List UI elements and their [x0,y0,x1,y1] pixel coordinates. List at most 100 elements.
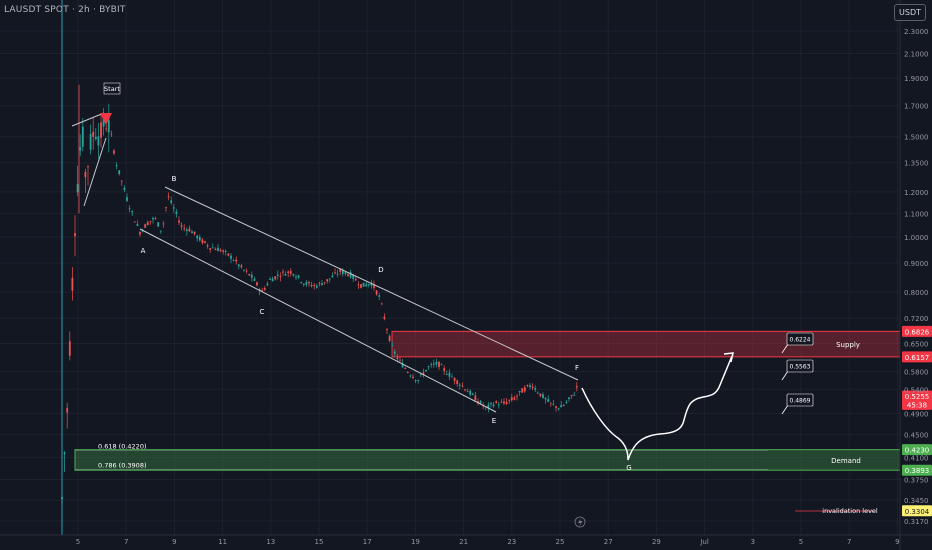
y-tick-label: 1.3500 [904,160,929,168]
price-label-demand [902,444,932,456]
candle-body [66,408,69,413]
candle-body [326,279,329,282]
lightning-bolt-icon [578,518,583,527]
candle-body [144,224,147,228]
projection-arrowhead [723,352,734,363]
candle-body [92,131,95,137]
candle-body [500,401,503,403]
candle-body [243,269,245,271]
price-label-last [902,390,932,402]
candle-body [198,237,201,241]
candle-body [131,211,134,213]
price-label-countdown [902,398,932,410]
projection-path [581,355,733,461]
price-label-text: 0.3893 [905,467,930,475]
candle-body [94,136,97,140]
y-tick-label: 0.8000 [904,289,929,297]
candle-body [443,368,446,371]
y-tick-label: 0.3750 [904,476,929,484]
candle-body [206,245,209,247]
candle-body [68,341,71,356]
candle-body [310,285,313,287]
candle-body [165,207,167,209]
price-axis[interactable]: 2.3000 2.1000 1.9000 1.7000 1.5000 1.3500 1.20… [899,0,929,550]
candle-body [503,401,505,404]
candle-body [115,165,118,167]
candle-body [490,402,492,405]
candle-body [282,271,284,273]
candle-body [464,389,466,391]
candle-body [227,253,230,256]
candle-body [414,380,417,381]
candle-body [560,405,563,408]
y-tick-label: 0.3450 [904,497,929,505]
target-box [786,393,814,407]
candle-body [81,126,84,147]
candle-body [191,231,193,234]
candle-body [269,279,271,280]
price-label-text: 0.3304 [905,508,930,516]
candle-body [79,147,82,151]
price-label-text: 0.5255 [905,393,930,401]
candle-body [469,390,472,395]
candle-body [300,282,303,283]
candle-body [466,391,469,393]
target-label: 0.4869 [790,398,811,405]
wave-label-a: A [141,247,146,255]
x-tick-label: 13 [266,538,275,546]
candle-body [162,223,165,225]
x-tick-label: 9 [172,538,176,546]
candle-body [347,274,349,276]
candle-body [510,397,513,401]
candle-body [209,248,212,250]
candle-body [157,222,160,227]
candle-body [237,264,240,267]
wave-label-g: G [626,464,631,472]
candle-body [549,402,552,404]
candle-body [404,368,407,370]
grid-layer [0,0,900,535]
currency-button[interactable]: USDT [894,4,926,21]
candle-body [222,250,225,252]
candle-body [396,357,399,360]
y-tick-label: 0.4100 [904,454,929,462]
x-tick-label: 25 [556,538,565,546]
x-tick-label: 11 [218,538,227,546]
candle-body [71,277,74,291]
candle-body [276,274,279,276]
candle-body [274,276,277,280]
candle-body [328,278,331,280]
demand-zone-box [74,449,901,471]
candle-body [118,170,121,174]
candle-body [97,136,100,146]
wedge-line-top [71,112,105,127]
candle-body [425,370,427,372]
candle-body [263,288,266,290]
candle-body [305,281,308,285]
candle-body [74,233,76,237]
candle-body [412,376,414,379]
candle-body [516,395,518,397]
candle-body [336,273,339,275]
candle-body [170,200,173,204]
candle-body [352,274,355,279]
time-axis[interactable]: 5 7 9 11 13 15 17 19 21 23 25 27 29 Jul 3 5 7 9 [0,516,932,546]
candle-body [308,282,310,284]
candle-body [100,122,102,138]
candle-body [362,282,365,287]
candle-body [409,375,412,377]
candle-body [565,402,568,404]
candle-body [128,208,131,210]
candle-body [505,401,508,404]
candle-body [295,276,297,278]
candle-body [406,372,409,373]
candle-body [146,222,149,226]
candle-body [555,406,557,408]
x-tick-label: 9 [895,538,899,546]
candle-body [432,363,435,365]
candle-body [458,384,461,386]
x-tick-label: 23 [507,538,516,546]
candle-body [110,133,113,135]
candle-body [542,394,544,398]
